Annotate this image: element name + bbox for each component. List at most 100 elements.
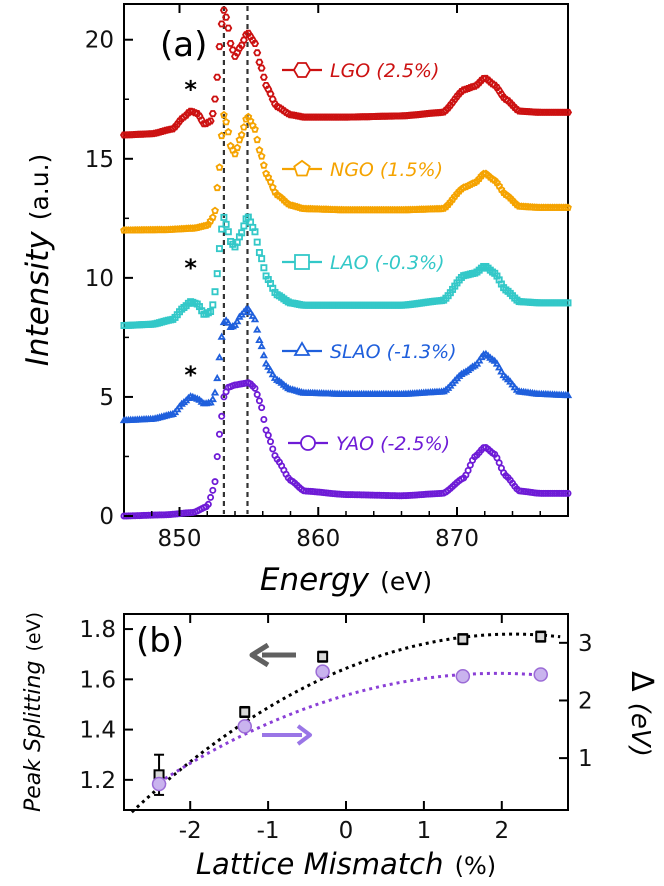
data-point xyxy=(206,117,215,125)
delta-point xyxy=(533,667,548,682)
series-4-curve xyxy=(120,379,572,520)
data-point xyxy=(215,430,223,438)
data-point xyxy=(173,120,182,128)
data-point xyxy=(255,58,264,66)
panel-b-tag: (b) xyxy=(136,621,184,661)
data-point xyxy=(442,202,450,211)
data-point xyxy=(563,108,573,116)
data-point xyxy=(224,127,233,136)
legend-label: NGO (1.5%) xyxy=(330,159,443,181)
panel-a-stars: * * * xyxy=(184,75,197,389)
delta-point xyxy=(455,669,471,684)
data-point xyxy=(246,33,255,41)
data-point xyxy=(224,24,233,32)
data-point xyxy=(215,163,224,171)
data-point xyxy=(258,255,266,263)
data-point xyxy=(495,87,504,95)
data-point xyxy=(233,317,242,325)
data-point xyxy=(226,40,235,47)
data-point xyxy=(253,325,262,333)
peak-star-2: * xyxy=(184,361,197,389)
data-point xyxy=(193,110,202,117)
data-point xyxy=(490,356,499,364)
data-point xyxy=(453,189,461,198)
data-point xyxy=(255,145,264,154)
y-right-tick-label: 3 xyxy=(578,631,593,657)
panel-b-splitting: -2 -1 0 1 2 1.2 1.4 1.6 1.8 1 2 3 (b) Lattice Misma… xyxy=(21,612,659,881)
data-point xyxy=(446,101,455,109)
data-point xyxy=(464,466,472,474)
data-point xyxy=(266,177,275,186)
data-point xyxy=(222,13,231,21)
data-point xyxy=(247,218,255,226)
data-point xyxy=(219,6,228,14)
data-point xyxy=(564,489,572,497)
panel-a-legend: LGO (2.5%) NGO (1.5%) LAO (-0.3%) SLAO (-1.… xyxy=(282,60,457,455)
y-tick-label: 10 xyxy=(85,266,114,292)
data-point xyxy=(251,125,259,133)
data-point xyxy=(239,123,248,131)
data-point xyxy=(253,238,261,246)
data-point xyxy=(215,353,224,361)
y-tick-label: 20 xyxy=(85,28,114,54)
data-point xyxy=(260,264,268,272)
y-left-tick-label: 1.6 xyxy=(79,667,116,693)
data-point xyxy=(444,200,453,209)
x-tick-label: 860 xyxy=(296,526,340,552)
series-1-curve xyxy=(120,110,572,234)
data-point xyxy=(444,104,453,112)
series-2-curve xyxy=(120,213,572,329)
data-point xyxy=(211,206,219,215)
data-point xyxy=(255,335,264,344)
panel-b-ylabel-left-unit: (eV) xyxy=(23,612,45,652)
legend-item-0: LGO (2.5%) xyxy=(282,60,439,82)
data-point xyxy=(233,143,242,152)
data-point xyxy=(495,363,504,371)
data-point xyxy=(248,311,257,319)
data-point xyxy=(475,356,484,364)
panel-b-xlabel-text: Lattice Mismatch xyxy=(196,847,444,881)
y-left-tick-label: 1.4 xyxy=(79,718,116,744)
right-axis-arrow-head xyxy=(296,724,312,746)
legend-marker xyxy=(292,62,312,78)
data-point xyxy=(237,130,246,139)
data-point xyxy=(222,117,231,126)
data-point xyxy=(235,135,244,144)
data-point xyxy=(233,238,241,246)
data-point xyxy=(213,73,222,81)
data-point xyxy=(448,98,457,106)
panel-a-curves xyxy=(119,6,573,520)
data-point xyxy=(492,359,502,367)
data-point xyxy=(208,110,217,118)
data-point xyxy=(266,366,275,374)
x-tick-label: -1 xyxy=(257,818,280,844)
data-point xyxy=(269,445,277,453)
data-point xyxy=(213,453,221,461)
data-point xyxy=(235,44,244,52)
data-point xyxy=(450,95,459,103)
x-tick-label: 0 xyxy=(339,818,354,844)
data-point xyxy=(257,152,266,160)
panel-a-ticks: 850 860 870 0 5 10 15 20 xyxy=(85,4,541,552)
delta-point xyxy=(237,719,252,734)
y-right-tick-label: 1 xyxy=(578,746,593,772)
data-point xyxy=(208,213,217,221)
data-point xyxy=(202,221,211,229)
data-point xyxy=(206,398,215,406)
data-point xyxy=(259,73,268,81)
fit-curve-0 xyxy=(130,632,561,814)
data-point xyxy=(231,149,239,158)
data-point xyxy=(207,493,215,501)
data-point xyxy=(264,431,272,439)
data-point xyxy=(240,222,248,230)
data-point xyxy=(211,288,219,296)
y-tick-label: 0 xyxy=(99,504,114,530)
data-point xyxy=(475,174,484,183)
data-point xyxy=(204,118,213,126)
data-point xyxy=(211,478,219,486)
data-point xyxy=(506,99,515,107)
data-point xyxy=(224,228,232,236)
data-point xyxy=(255,249,263,257)
panel-b-ylabel-right-symbol: Δ xyxy=(624,671,659,692)
peak-splitting-point xyxy=(535,631,547,643)
